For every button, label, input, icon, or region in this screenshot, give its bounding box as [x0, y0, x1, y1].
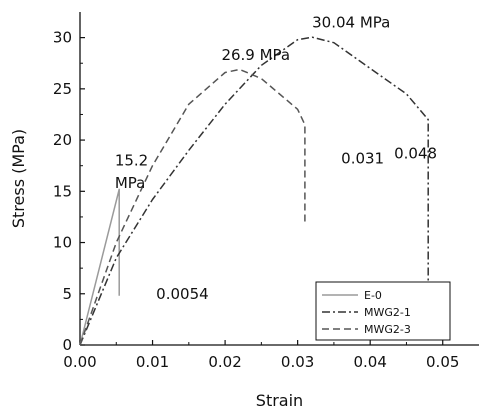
x-tick-label: 0.03	[281, 353, 314, 371]
y-tick-label: 5	[62, 285, 72, 303]
annotation-mwg23-peak: 26.9 MPa	[221, 46, 290, 64]
annotation-e0-peak-line1: 15.2	[115, 152, 148, 170]
annotation-mwg23-strain: 0.031	[341, 150, 384, 168]
y-tick-label: 20	[53, 131, 72, 149]
annotation-e0-strain: 0.0054	[156, 285, 209, 303]
y-tick-label: 25	[53, 80, 72, 98]
y-tick-label: 30	[53, 29, 72, 47]
x-axis-title: Strain	[256, 391, 303, 410]
y-axis-title: Stress (MPa)	[9, 129, 28, 228]
series-line-e-0	[80, 189, 119, 345]
legend-label: E-0	[364, 289, 382, 302]
y-tick-label: 15	[53, 182, 72, 200]
x-tick-label: 0.05	[426, 353, 459, 371]
x-tick-label: 0.04	[353, 353, 386, 371]
legend-label: MWG2-3	[364, 323, 411, 336]
y-tick-label: 0	[62, 336, 72, 354]
series-line-mwg2-3	[80, 69, 305, 345]
x-tick-label: 0.01	[136, 353, 169, 371]
x-tick-label: 0.02	[208, 353, 241, 371]
legend-label: MWG2-1	[364, 306, 411, 319]
y-tick-label: 10	[53, 234, 72, 252]
annotation-mwg21-strain: 0.048	[394, 145, 437, 163]
chart-legend: E-0 MWG2-1 MWG2-3	[316, 282, 450, 340]
annotation-mwg21-peak: 30.04 MPa	[312, 13, 390, 31]
chart-annotations: 15.2 MPa 0.0054 26.9 MPa 30.04 MPa 0.031 0.048	[115, 13, 437, 303]
x-tick-label: 0.00	[63, 353, 96, 371]
annotation-e0-peak-line2: MPa	[115, 174, 146, 192]
